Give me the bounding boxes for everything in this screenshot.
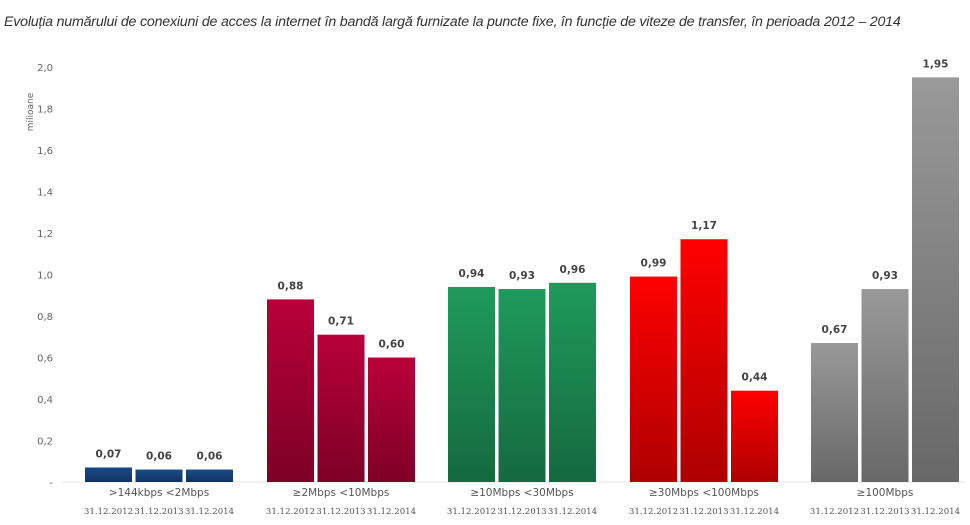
period-label: 31.12.2013 xyxy=(134,507,183,517)
data-label: 0,71 xyxy=(328,316,354,328)
period-label: 31.12.2014 xyxy=(911,507,961,517)
chart-title: Evoluția numărului de conexiuni de acces… xyxy=(4,14,901,30)
period-label: 31.12.2014 xyxy=(367,507,417,517)
bar xyxy=(731,390,778,482)
data-label: 0,60 xyxy=(379,339,405,351)
bar xyxy=(498,289,546,482)
bar xyxy=(317,334,365,482)
period-label: 31.12.2013 xyxy=(679,507,728,517)
bar-group: 0,99 31.12.2012 1,17 31.12.2013 0,44 31.12.20… xyxy=(629,220,780,517)
data-label: 0,07 xyxy=(96,448,122,460)
y-tick-label: 1,6 xyxy=(37,146,53,157)
y-tick-label: 1,8 xyxy=(37,105,53,116)
bar-group: 0,88 31.12.2012 0,71 31.12.2013 0,60 31.12.20… xyxy=(266,280,417,517)
category-label: ≥100Mbps xyxy=(857,487,914,499)
data-label: 0,44 xyxy=(742,372,768,384)
bar xyxy=(186,469,233,482)
bar-group: 0,67 31.12.2012 0,93 31.12.2013 1,95 31.12.20… xyxy=(810,58,961,517)
category-label: ≥30Mbps <100Mbps xyxy=(649,487,759,499)
bar xyxy=(135,469,183,482)
category-label: ≥10Mbps <30Mbps xyxy=(470,487,573,499)
bar xyxy=(368,357,415,482)
y-tick-label: 0,2 xyxy=(37,437,53,448)
data-label: 0,99 xyxy=(641,258,667,270)
period-label: 31.12.2014 xyxy=(185,507,235,517)
period-label: 31.12.2012 xyxy=(266,507,315,517)
bar xyxy=(267,299,314,482)
data-label: 0,67 xyxy=(822,324,848,336)
data-label: 0,93 xyxy=(872,270,898,282)
y-tick-label: 2,0 xyxy=(37,63,53,74)
bar xyxy=(448,286,495,482)
period-label: 31.12.2012 xyxy=(629,507,678,517)
y-tick-label: 1,0 xyxy=(37,271,53,282)
y-tick-label: - xyxy=(49,478,53,489)
bar xyxy=(680,239,728,482)
period-label: 31.12.2014 xyxy=(730,507,780,517)
bar xyxy=(549,282,596,482)
period-label: 31.12.2013 xyxy=(497,507,546,517)
data-label: 1,17 xyxy=(691,220,717,232)
data-label: 0,93 xyxy=(509,270,535,282)
bar xyxy=(85,467,132,482)
period-label: 31.12.2014 xyxy=(548,507,598,517)
y-tick-label: 0,8 xyxy=(37,312,53,323)
bar-group: 0,94 31.12.2012 0,93 31.12.2013 0,96 31.12.20… xyxy=(447,264,598,517)
period-label: 31.12.2012 xyxy=(84,507,133,517)
bar xyxy=(630,276,677,482)
y-tick-label: 1,4 xyxy=(37,188,53,199)
data-label: 0,06 xyxy=(146,451,172,463)
data-label: 0,06 xyxy=(197,451,223,463)
y-tick-label: 0,6 xyxy=(37,354,53,365)
bar xyxy=(811,342,858,482)
data-label: 0,94 xyxy=(459,268,485,280)
period-label: 31.12.2012 xyxy=(810,507,859,517)
y-axis-label: milioane xyxy=(26,92,36,131)
period-label: 31.12.2013 xyxy=(860,507,909,517)
bar-group: 0,07 31.12.2012 0,06 31.12.2013 0,06 31.12.20… xyxy=(84,448,235,517)
period-label: 31.12.2013 xyxy=(316,507,365,517)
y-tick-label: 1,2 xyxy=(37,229,53,240)
period-label: 31.12.2012 xyxy=(447,507,496,517)
category-label: >144kbps <2Mbps xyxy=(109,487,209,499)
bar xyxy=(912,77,959,482)
category-label: ≥2Mbps <10Mbps xyxy=(293,487,390,499)
y-tick-label: 0,4 xyxy=(37,395,53,406)
data-label: 0,96 xyxy=(560,264,586,276)
data-label: 1,95 xyxy=(923,58,949,70)
data-label: 0,88 xyxy=(278,280,304,292)
bar xyxy=(861,289,909,482)
